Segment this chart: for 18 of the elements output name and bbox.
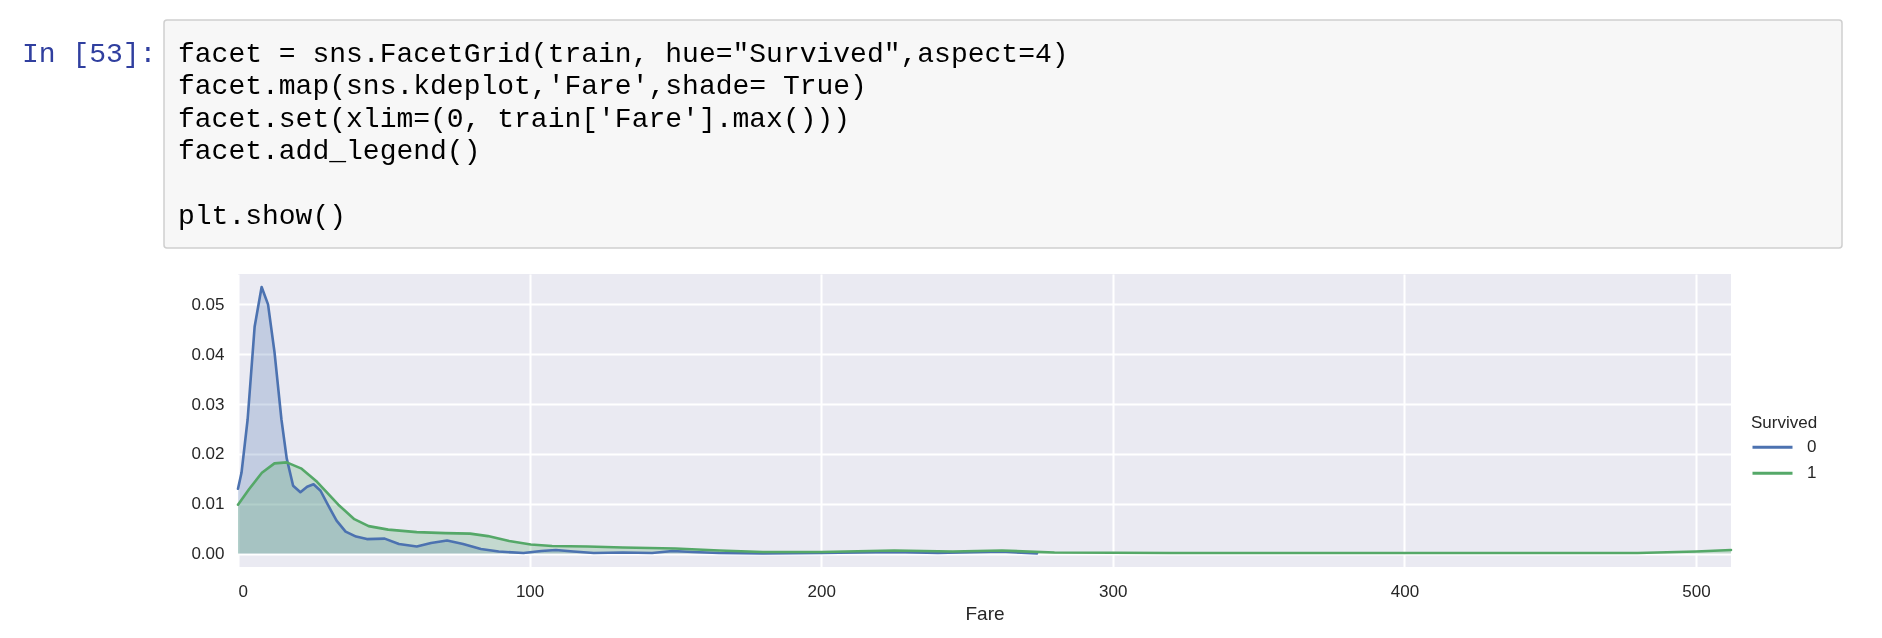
y-tick-label: 0.02 xyxy=(191,444,225,464)
x-tick-label: 300 xyxy=(1099,581,1128,601)
legend-label: 1 xyxy=(1807,463,1817,483)
text: In [53]: xyxy=(22,39,157,70)
text: facet = sns.FacetGrid(train, hue="Survived",aspect=4) facet.map(sns.kdeplot,'Fare',shade= True) facet.set(xlim=(0, train['Fare'].max())) facet.add_legend() plt.show() xyxy=(178,39,1069,232)
y-tick-label: 0.03 xyxy=(191,394,225,414)
x-tick-label: 500 xyxy=(1682,581,1711,601)
legend-label: 0 xyxy=(1807,437,1817,457)
x-tick-label: 200 xyxy=(807,581,836,601)
y-tick-label: 0.05 xyxy=(191,294,225,314)
x-axis-title: Fare xyxy=(965,602,1005,624)
y-tick-label: 0.01 xyxy=(191,494,225,514)
y-tick-label: 0.00 xyxy=(191,544,225,564)
x-tick-label: 100 xyxy=(515,581,545,601)
x-tick-label: 0 xyxy=(238,581,248,601)
y-tick-label: 0.04 xyxy=(191,344,225,364)
x-tick-label: 400 xyxy=(1390,581,1420,601)
legend-title: Survived xyxy=(1751,412,1818,432)
